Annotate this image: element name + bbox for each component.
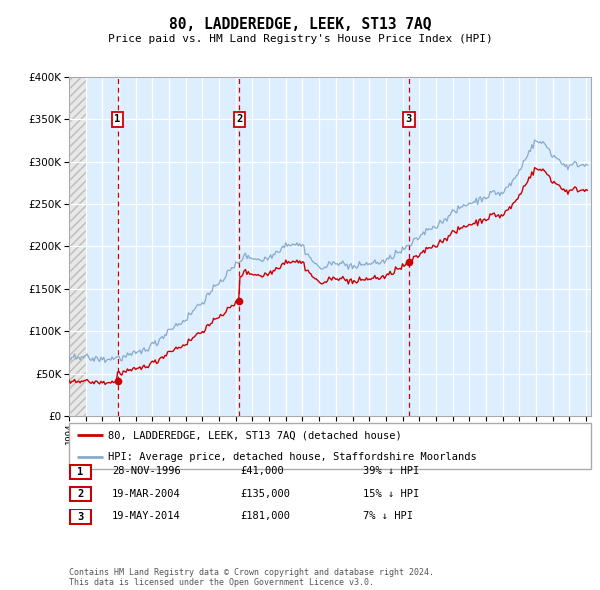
Text: Price paid vs. HM Land Registry's House Price Index (HPI): Price paid vs. HM Land Registry's House … bbox=[107, 34, 493, 44]
Text: 19-MAR-2004: 19-MAR-2004 bbox=[112, 489, 181, 499]
Text: 3: 3 bbox=[77, 512, 83, 522]
Text: 80, LADDEREDGE, LEEK, ST13 7AQ: 80, LADDEREDGE, LEEK, ST13 7AQ bbox=[169, 17, 431, 31]
Bar bbox=[69, 77, 86, 416]
Text: 3: 3 bbox=[406, 114, 412, 124]
Text: 2: 2 bbox=[236, 114, 242, 124]
Text: HPI: Average price, detached house, Staffordshire Moorlands: HPI: Average price, detached house, Staf… bbox=[108, 451, 477, 461]
Text: 7% ↓ HPI: 7% ↓ HPI bbox=[363, 511, 413, 521]
Text: £181,000: £181,000 bbox=[240, 511, 290, 521]
Text: 1: 1 bbox=[77, 467, 83, 477]
Text: 15% ↓ HPI: 15% ↓ HPI bbox=[363, 489, 419, 499]
Text: 19-MAY-2014: 19-MAY-2014 bbox=[112, 511, 181, 521]
FancyBboxPatch shape bbox=[69, 423, 591, 469]
Text: 39% ↓ HPI: 39% ↓ HPI bbox=[363, 466, 419, 476]
Text: 28-NOV-1996: 28-NOV-1996 bbox=[112, 466, 181, 476]
Text: Contains HM Land Registry data © Crown copyright and database right 2024.
This d: Contains HM Land Registry data © Crown c… bbox=[69, 568, 434, 587]
Text: £41,000: £41,000 bbox=[240, 466, 284, 476]
Text: 1: 1 bbox=[115, 114, 121, 124]
Text: 2: 2 bbox=[77, 489, 83, 499]
Text: £135,000: £135,000 bbox=[240, 489, 290, 499]
Text: 80, LADDEREDGE, LEEK, ST13 7AQ (detached house): 80, LADDEREDGE, LEEK, ST13 7AQ (detached… bbox=[108, 431, 402, 441]
